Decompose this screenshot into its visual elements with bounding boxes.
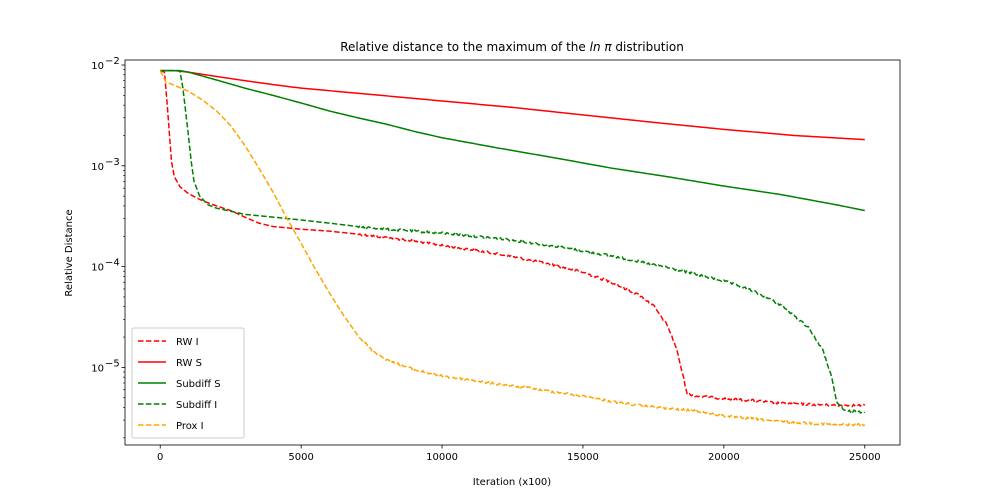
y-tick-label-exponent: −2 <box>105 56 120 67</box>
y-axis-title: Relative Distance <box>64 209 75 296</box>
plot-frame <box>124 59 901 446</box>
x-tick-label: 5000 <box>288 452 313 463</box>
series-line-subdiff-i <box>160 69 866 414</box>
legend-label: Subdiff S <box>176 379 221 390</box>
y-tick-label: 10 <box>91 61 104 72</box>
y-tick-label: 10 <box>91 162 104 173</box>
legend-box <box>131 327 245 439</box>
chart-title: Relative distance to the maximum of the … <box>340 40 684 54</box>
y-axis: 10−210−310−410−5 <box>91 56 125 439</box>
y-tick-label-exponent: −3 <box>105 157 120 168</box>
x-axis-title: Iteration (x100) <box>473 477 552 488</box>
x-tick-label: 20000 <box>708 452 740 463</box>
legend-label: RW I <box>176 337 199 348</box>
series-line-subdiff-s <box>160 69 865 212</box>
y-tick-label: 10 <box>91 263 104 274</box>
legend-label: RW S <box>176 358 202 369</box>
chart-title-math: ln π <box>590 40 613 54</box>
series-line-prox-i <box>159 70 866 427</box>
legend-label: Subdiff I <box>176 400 217 411</box>
y-tick-label-exponent: −4 <box>105 258 120 269</box>
series-line-rw-i <box>159 69 866 408</box>
legend: RW I RW S Subdiff S Subdiff I Prox I <box>131 327 245 439</box>
x-tick-label: 25000 <box>849 452 881 463</box>
x-tick-label: 0 <box>157 452 163 463</box>
x-axis: 0 5000 10000 15000 20000 25000 <box>157 445 881 463</box>
x-tick-label: 10000 <box>426 452 458 463</box>
series-line-rw-s <box>160 69 865 141</box>
legend-label: Prox I <box>176 421 204 432</box>
y-tick-label: 10 <box>91 363 104 374</box>
y-tick-label-exponent: −5 <box>105 358 120 369</box>
plot-series-group <box>159 69 866 427</box>
x-tick-label: 15000 <box>567 452 599 463</box>
